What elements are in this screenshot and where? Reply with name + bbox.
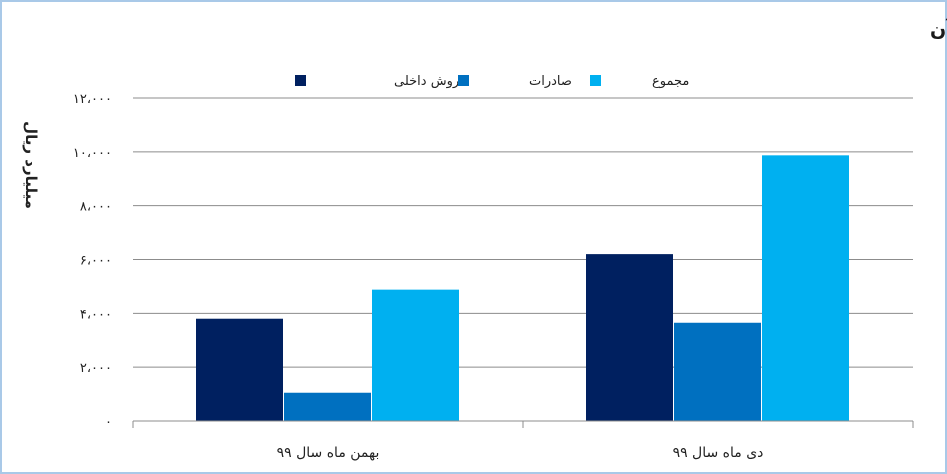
bar [196,318,283,421]
bars [196,155,849,421]
y-axis-label: میلیارد ریال [22,121,40,209]
legend-swatch [295,75,306,86]
x-category-label: دی ماه سال ۹۹ [673,445,764,461]
legend-swatch [590,75,601,86]
bar [586,254,673,421]
y-tick-label: ۴،۰۰۰ [80,307,112,322]
y-axis-ticks: ۰ ۲،۰۰۰ ۴،۰۰۰ ۶،۰۰۰ ۸،۰۰۰ ۱۰،۰۰۰ ۱۲،۰۰۰ [73,92,112,430]
legend: فروش داخلی صادرات مجموع [295,74,689,89]
y-tick-label: ۱۲،۰۰۰ [73,92,112,107]
y-tick-label: ۶،۰۰۰ [80,254,112,269]
bar [762,155,849,421]
y-tick-label: ۰ [105,415,112,430]
chart-title: نمودار۳- مبلغ فروش محصولات ارفع در بهمن … [930,17,947,41]
legend-label: فروش داخلی [394,74,466,89]
y-tick-label: ۸،۰۰۰ [80,200,112,215]
bar [284,392,371,421]
legend-label: مجموع [652,74,689,89]
legend-swatch [458,75,469,86]
x-category-label: بهمن ماه سال ۹۹ [277,445,380,461]
legend-label: صادرات [529,74,572,89]
x-axis: بهمن ماه سال ۹۹ دی ماه سال ۹۹ [132,420,914,461]
y-tick-label: ۱۰،۰۰۰ [73,146,112,161]
bar [372,289,459,421]
y-tick-label: ۲،۰۰۰ [80,361,112,376]
bar [674,322,761,421]
